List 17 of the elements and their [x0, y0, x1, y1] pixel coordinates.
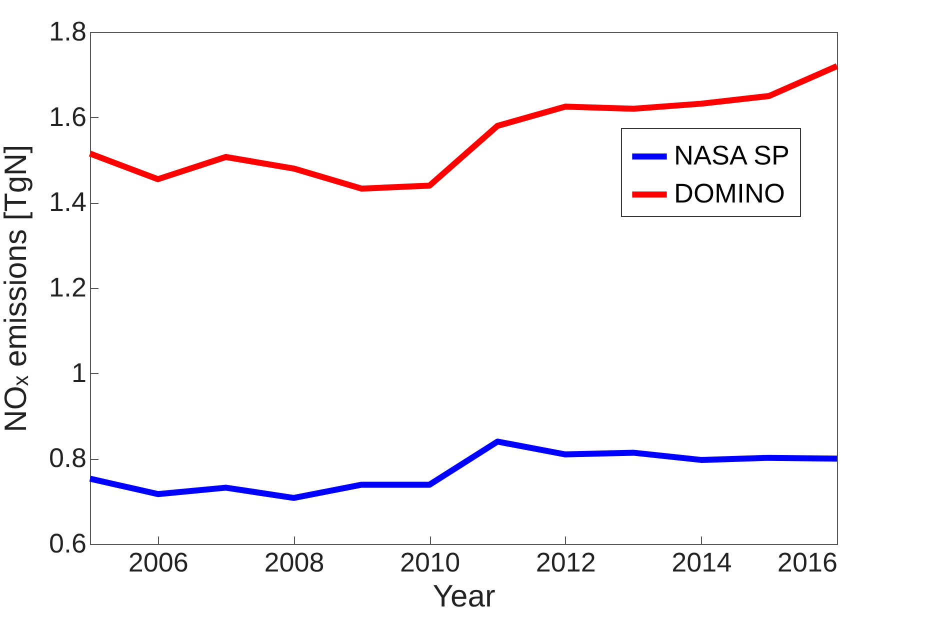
legend-label: NASA SP — [674, 140, 790, 170]
y-tick-label: 0.8 — [48, 443, 86, 474]
x-tick-label: 2008 — [264, 548, 324, 578]
y-axis-title: NOₓ emissions [TgN] — [0, 144, 33, 432]
y-tick-label: 1.2 — [48, 272, 86, 302]
y-tick-label: 1.6 — [48, 102, 86, 132]
y-tick-label: 1 — [71, 358, 86, 388]
x-tick-label: 2006 — [128, 548, 188, 578]
x-tick-label: 2010 — [400, 548, 460, 578]
legend-label: DOMINO — [674, 178, 785, 208]
y-tick-label: 0.6 — [48, 528, 86, 558]
x-tick-label: 2014 — [672, 548, 732, 578]
y-tick-label: 1.8 — [48, 16, 86, 46]
x-axis-title: Year — [432, 578, 496, 614]
x-tick-label: 2012 — [536, 548, 596, 578]
x-tick-label: 2016 — [777, 548, 838, 578]
y-tick-label: 1.4 — [48, 187, 86, 218]
